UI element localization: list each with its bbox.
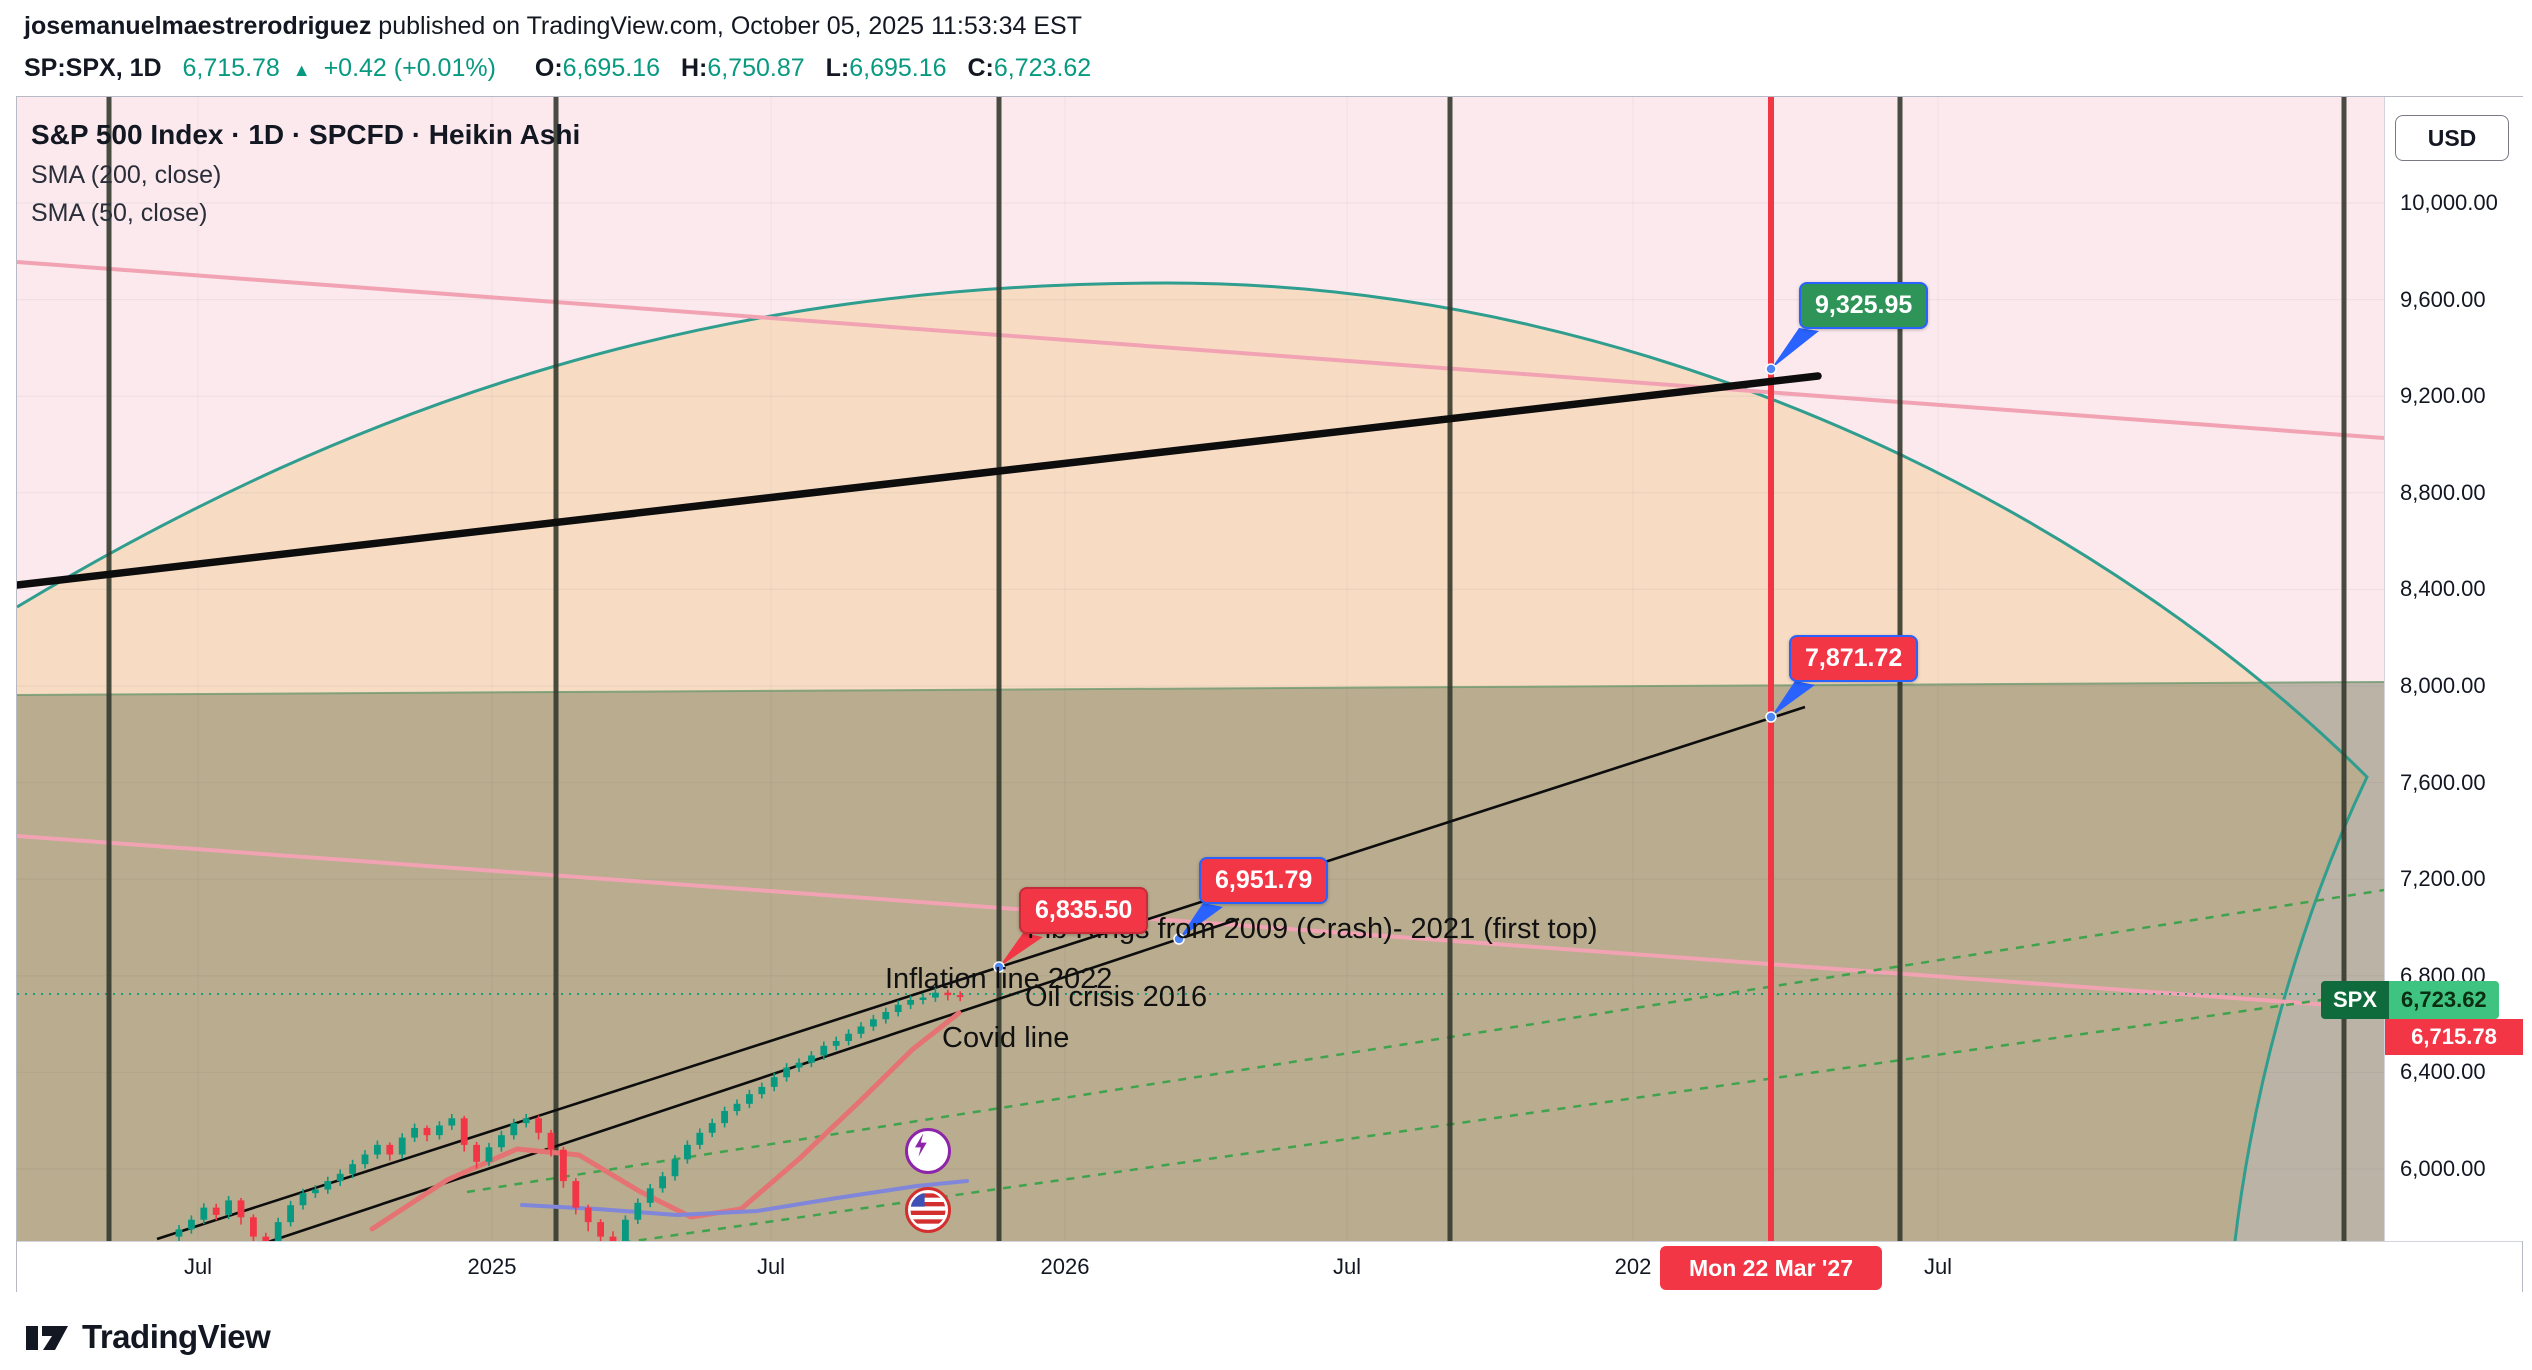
tv-logo-icon <box>26 1326 68 1350</box>
price-tick: 7,200.00 <box>2400 866 2486 892</box>
high-label: H: <box>680 54 708 82</box>
green-dashed-line-1 <box>466 888 2384 1194</box>
author-name: josemanuelmaestrerodriguez <box>24 12 372 40</box>
pink-fan-line-upper <box>17 260 2384 440</box>
spx-close-value: 6,723.62 <box>2389 981 2499 1019</box>
callout-pointer-1 <box>1771 328 1819 369</box>
last-price: 6,715.78 <box>182 54 280 82</box>
callout-7871[interactable]: 7,871.72 <box>1789 635 1919 682</box>
chart-title: S&P 500 Index · 1D · SPCFD · Heikin Ashi <box>31 119 581 150</box>
time-label: Jul <box>756 1254 786 1279</box>
high-value: 6,750.87 <box>707 54 805 82</box>
publish-header: josemanuelmaestrerodriguez published on … <box>24 10 1082 42</box>
thin-trendline-2 <box>266 917 1240 1241</box>
annotation-covid-line[interactable]: Covid line <box>942 1022 1070 1054</box>
chart-frame: S&P 500 Index · 1D · SPCFD · Heikin Ashi… <box>16 96 2523 1293</box>
fib-ring-fill <box>17 283 2367 1241</box>
time-axis[interactable]: Jul 2025 Jul 2026 Jul 202 Jul Mon 22 Mar '27 <box>17 1241 2522 1293</box>
thick-trendline <box>17 372 1822 589</box>
sma200-line <box>520 1179 969 1217</box>
open-value: 6,695.16 <box>562 54 660 82</box>
low-label: L: <box>825 54 850 82</box>
close-value: 6,723.62 <box>993 54 1092 82</box>
candlestick-series <box>175 987 964 1241</box>
symbol-readout: SP:SPX, 1D 6,715.78 ▲ +0.42 (+0.01%) O:6… <box>24 52 1091 86</box>
price-change: +0.42 (+0.01%) <box>323 54 496 82</box>
callout-pointer-2 <box>1771 681 1815 717</box>
annotation-oil-crisis[interactable]: Oil crisis 2016 <box>1025 981 1208 1013</box>
time-label: Jul <box>183 1254 213 1279</box>
green-dashed-line-2 <box>625 989 2384 1241</box>
price-tick: 9,200.00 <box>2400 383 2486 409</box>
thin-trendline-1 <box>156 705 1806 1241</box>
callout-9325[interactable]: 9,325.95 <box>1799 282 1929 329</box>
band-zone <box>17 682 2384 1241</box>
fib-ring-arc <box>17 281 2369 1241</box>
time-label: 2025 <box>467 1254 517 1279</box>
symbol-label: SP:SPX, 1D <box>24 54 162 82</box>
annotation-inflation-line[interactable]: Inflation line 2022 <box>885 963 1113 995</box>
price-tick: 8,000.00 <box>2400 673 2486 698</box>
callout-6835[interactable]: 6,835.50 <box>1019 887 1149 934</box>
close-label: C: <box>967 54 994 82</box>
band-top-line <box>17 681 2384 696</box>
chart-plot-area[interactable]: S&P 500 Index · 1D · SPCFD · Heikin Ashi… <box>17 97 2384 1241</box>
price-scale[interactable]: USD 10,000.00 9,600.00 9,200.00 8,800.00 8,4… <box>2384 97 2523 1241</box>
currency-toggle[interactable]: USD <box>2395 115 2509 161</box>
price-tick: 9,600.00 <box>2400 286 2486 312</box>
indicator-sma50: SMA (50, close) <box>31 199 208 227</box>
open-label: O: <box>534 54 563 82</box>
anchor-dots <box>993 363 1777 973</box>
indicator-sma200: SMA (200, close) <box>31 161 222 189</box>
price-tick: 7,600.00 <box>2400 769 2486 795</box>
chart-canvas <box>17 97 2384 1241</box>
time-label: 202 <box>1614 1254 1652 1279</box>
us-flag-icon[interactable] <box>905 1187 951 1233</box>
callout-pointer-4 <box>1179 903 1223 939</box>
time-label: Jul <box>1923 1254 1953 1279</box>
price-tick: 10,000.00 <box>2400 190 2498 215</box>
low-value: 6,695.16 <box>849 54 947 82</box>
up-triangle-icon: ▲ <box>292 60 311 80</box>
tradingview-attribution[interactable]: TradingView <box>24 1314 271 1360</box>
spx-price-badge: SPX 6,723.62 <box>2321 981 2499 1019</box>
sma50-line <box>369 1010 962 1232</box>
last-price-badge: 6,715.78 <box>2385 1019 2523 1055</box>
time-label: 2026 <box>1040 1254 1090 1279</box>
spx-symbol-chip: SPX <box>2321 981 2390 1019</box>
price-tick: 8,800.00 <box>2400 479 2486 505</box>
time-label: Jul <box>1332 1254 1362 1279</box>
publish-text: published on TradingView.com, October 05… <box>371 12 1082 40</box>
price-tick: 6,000.00 <box>2400 1156 2486 1181</box>
price-tick: 6,400.00 <box>2400 1059 2486 1085</box>
brand-name: TradingView <box>82 1318 271 1355</box>
lightning-icon[interactable] <box>905 1128 951 1174</box>
callout-pointer-3 <box>999 933 1043 967</box>
grid <box>17 97 2384 1241</box>
price-tick: 8,400.00 <box>2400 576 2486 602</box>
callout-6951[interactable]: 6,951.79 <box>1199 857 1329 904</box>
crosshair-date-badge: Mon 22 Mar '27 <box>1660 1246 1882 1290</box>
